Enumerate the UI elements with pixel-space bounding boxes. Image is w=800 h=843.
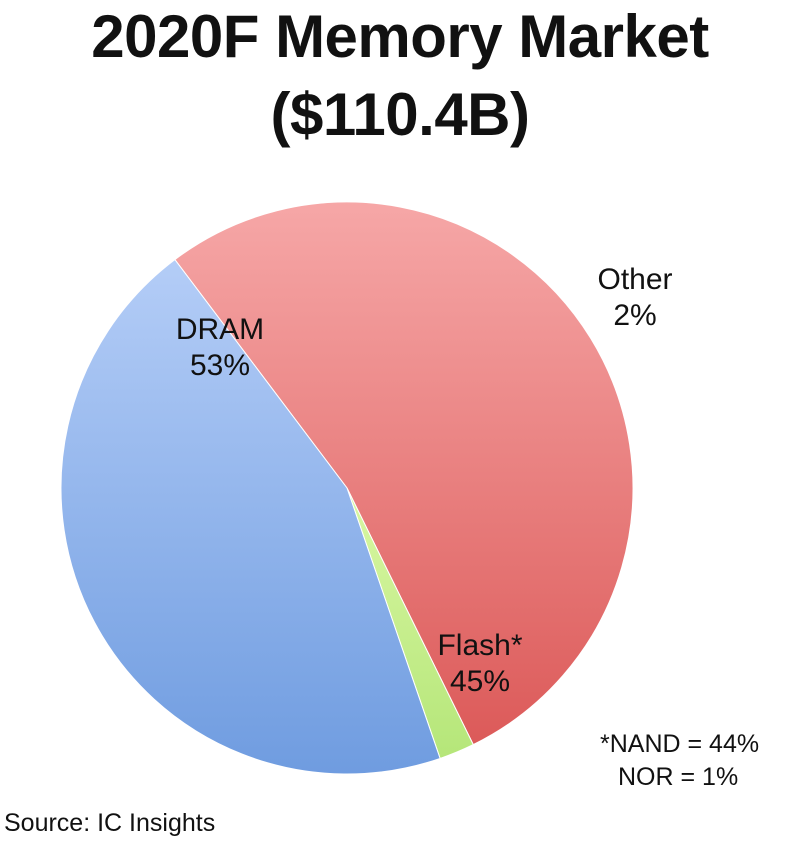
- slice-value-dram: 53%: [189, 349, 251, 382]
- slice-label-dram: DRAM 53%: [160, 312, 280, 384]
- slice-name-dram: DRAM: [175, 313, 265, 346]
- chart-subtitle: ($110.4B): [270, 81, 531, 148]
- footnote-nor: NOR = 1%: [618, 763, 739, 791]
- slice-value-other: 2%: [613, 299, 657, 332]
- source-note: Source: IC Insights: [4, 809, 216, 837]
- slice-name-flash: Flash*: [437, 629, 523, 662]
- slice-label-other: Other 2%: [580, 262, 690, 334]
- pie-slice-dram: [174, 201, 634, 746]
- slice-value-flash: 45%: [449, 665, 511, 698]
- slice-label-flash: Flash* 45%: [420, 628, 540, 700]
- pie-slice-flash: [60, 258, 441, 775]
- footnote: *NAND = 44% NOR = 1%: [600, 728, 800, 794]
- chart-title: 2020F Memory Market: [91, 3, 709, 70]
- slice-name-other: Other: [597, 263, 673, 296]
- footnote-nand: *NAND = 44%: [600, 730, 760, 758]
